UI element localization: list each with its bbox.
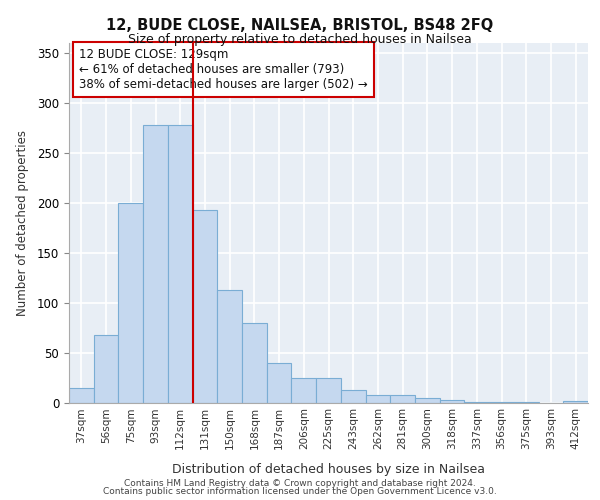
Bar bbox=[168, 124, 193, 402]
Bar bbox=[365, 394, 390, 402]
Bar bbox=[118, 202, 143, 402]
Y-axis label: Number of detached properties: Number of detached properties bbox=[16, 130, 29, 316]
Bar bbox=[390, 394, 415, 402]
Bar bbox=[193, 210, 217, 402]
Bar bbox=[292, 378, 316, 402]
Bar bbox=[267, 362, 292, 403]
Bar bbox=[341, 390, 365, 402]
Bar bbox=[316, 378, 341, 402]
Bar bbox=[94, 334, 118, 402]
Bar bbox=[242, 322, 267, 402]
Bar bbox=[217, 290, 242, 403]
Text: Size of property relative to detached houses in Nailsea: Size of property relative to detached ho… bbox=[128, 32, 472, 46]
Bar bbox=[563, 400, 588, 402]
X-axis label: Distribution of detached houses by size in Nailsea: Distribution of detached houses by size … bbox=[172, 464, 485, 476]
Text: 12, BUDE CLOSE, NAILSEA, BRISTOL, BS48 2FQ: 12, BUDE CLOSE, NAILSEA, BRISTOL, BS48 2… bbox=[106, 18, 494, 32]
Text: Contains public sector information licensed under the Open Government Licence v3: Contains public sector information licen… bbox=[103, 488, 497, 496]
Bar bbox=[415, 398, 440, 402]
Text: Contains HM Land Registry data © Crown copyright and database right 2024.: Contains HM Land Registry data © Crown c… bbox=[124, 478, 476, 488]
Bar bbox=[440, 400, 464, 402]
Bar bbox=[143, 124, 168, 402]
Bar bbox=[69, 388, 94, 402]
Text: 12 BUDE CLOSE: 129sqm
← 61% of detached houses are smaller (793)
38% of semi-det: 12 BUDE CLOSE: 129sqm ← 61% of detached … bbox=[79, 48, 368, 91]
